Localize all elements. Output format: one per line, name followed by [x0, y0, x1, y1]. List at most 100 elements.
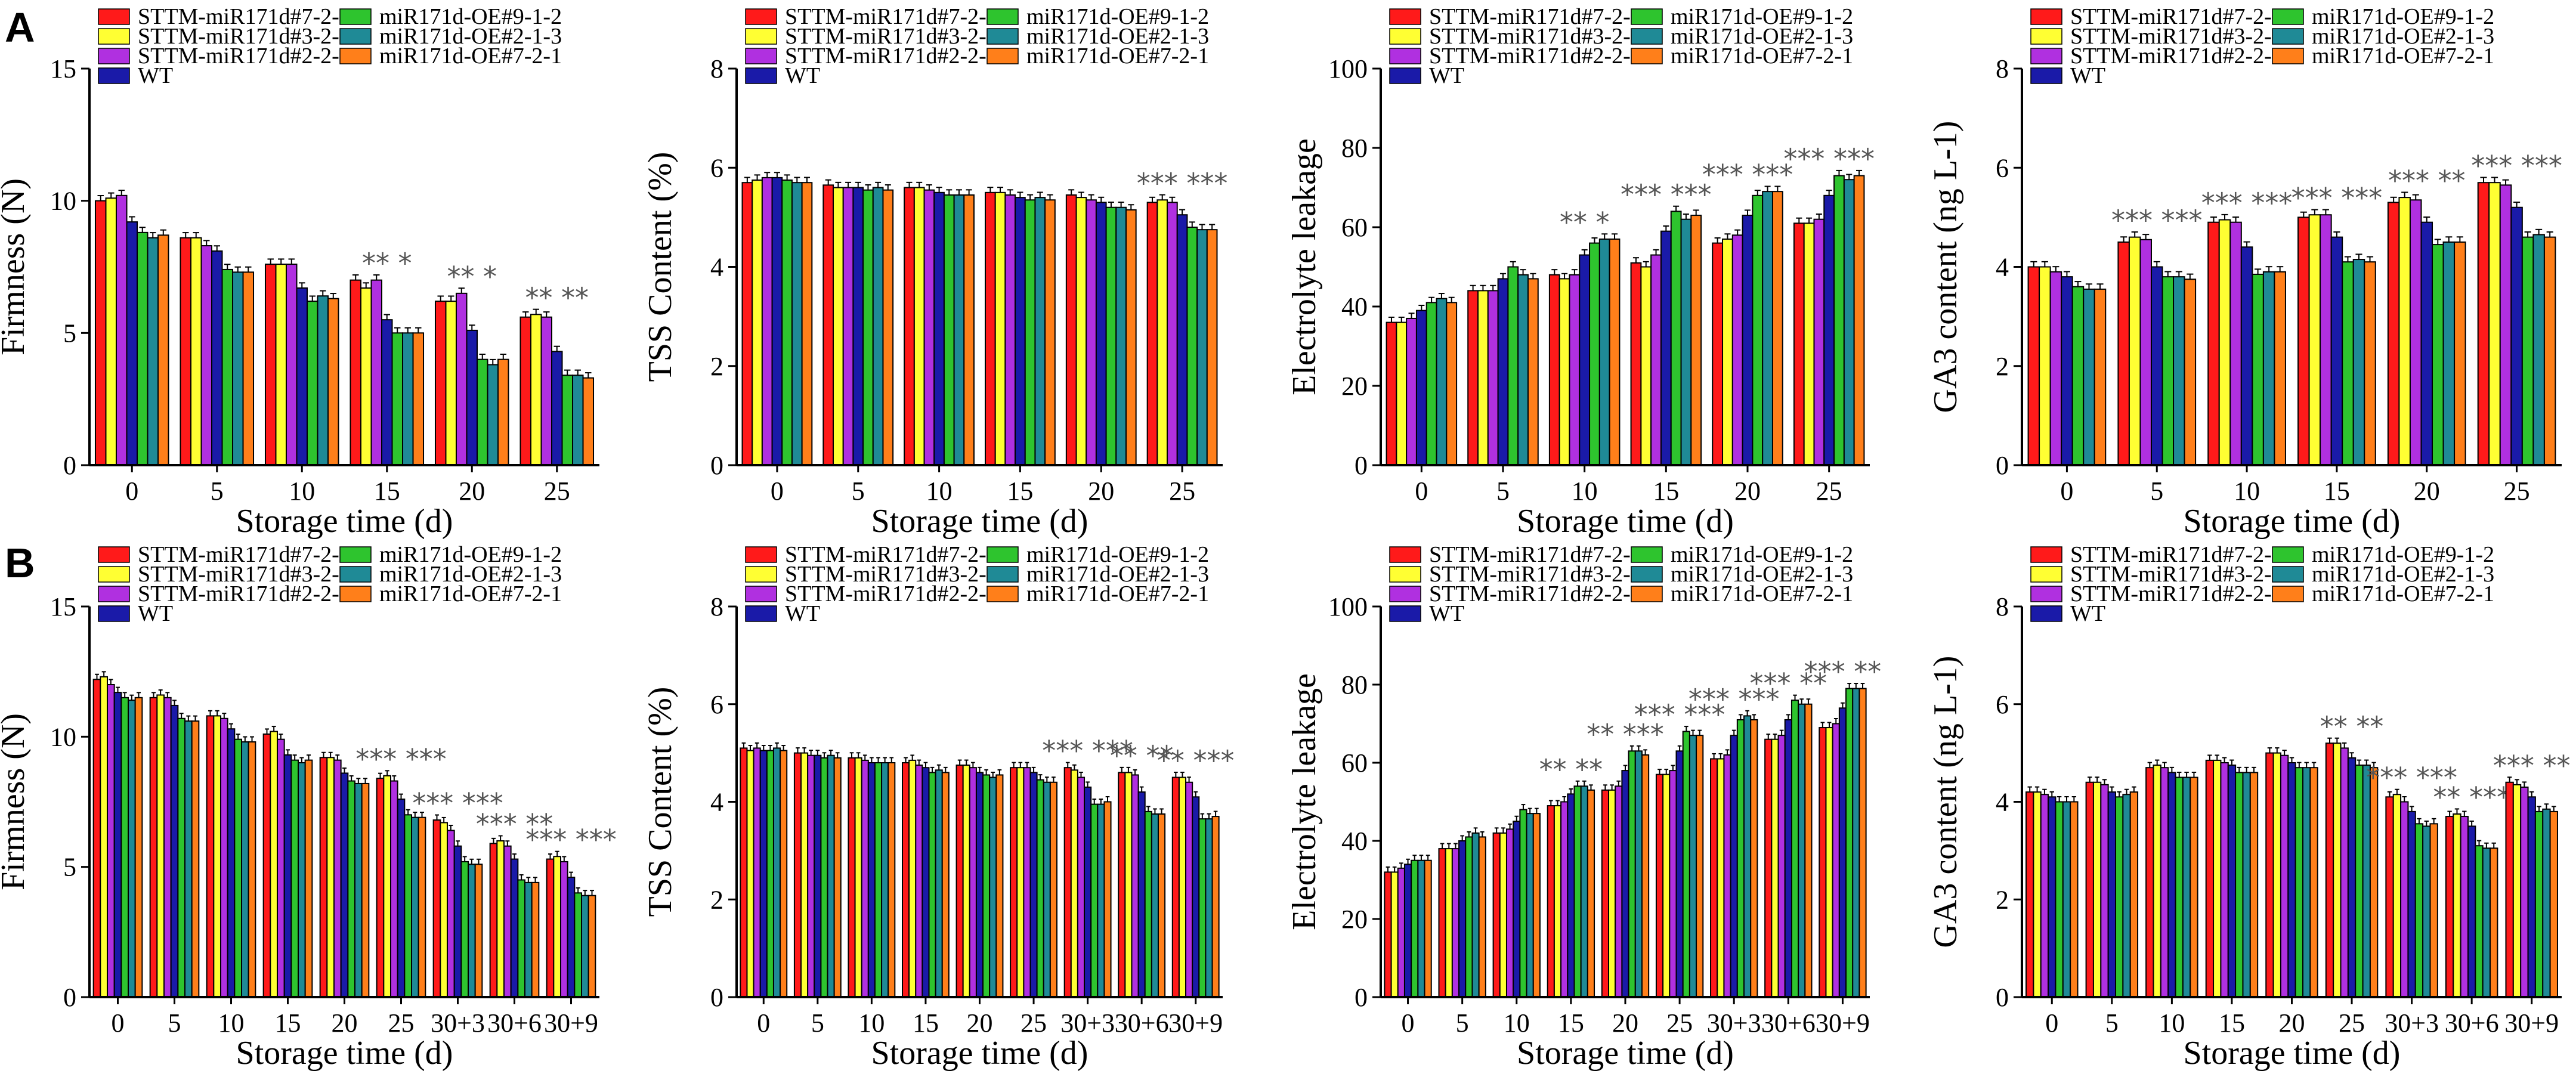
bar	[2252, 273, 2264, 466]
y-tick-label: 8	[1996, 54, 2009, 83]
bar	[833, 187, 844, 466]
bar	[1507, 266, 1519, 466]
bar	[1784, 719, 1792, 998]
bar	[211, 250, 223, 466]
bar	[1451, 848, 1460, 998]
x-tick-label: 5	[168, 1008, 181, 1038]
significance-label: *** ***	[2292, 182, 2383, 214]
bar	[2182, 776, 2191, 998]
legend-swatch	[2030, 546, 2062, 563]
bar	[807, 754, 815, 998]
bar	[1396, 321, 1408, 466]
bar	[1044, 199, 1056, 466]
x-tick-label: 30+9	[1816, 1008, 1870, 1038]
legend-label: WT	[2070, 63, 2105, 88]
bar	[2160, 767, 2169, 998]
bar	[1436, 298, 1448, 466]
bar	[1438, 848, 1446, 998]
y-tick-label: 0	[1996, 983, 2009, 1012]
x-tick-label: 10	[926, 476, 953, 506]
significance-label: ** ***	[1157, 745, 1235, 777]
bar	[1095, 202, 1107, 466]
chart-2: 0 5 10 15 20 *** *** 25 0 2 4 6 8 Storage time (d) TS…	[642, 4, 1227, 540]
significance-label: ** *	[362, 247, 412, 280]
bar	[753, 747, 761, 998]
bar	[2325, 742, 2334, 998]
bar	[1567, 793, 1575, 998]
y-axis-title: TSS Content (%)	[642, 687, 679, 917]
bar	[761, 177, 773, 466]
bar	[100, 676, 108, 998]
x-axis-title: Storage time (d)	[2184, 1035, 2401, 1072]
bar	[2392, 794, 2402, 998]
y-tick-label: 2	[1996, 352, 2009, 381]
bar	[92, 679, 101, 998]
bar	[2220, 762, 2229, 998]
bar	[1660, 230, 1672, 466]
bar	[1478, 836, 1486, 998]
chart-8: 0 5 10 15 20** **25*** ***30+3** ***30+6*** …	[1927, 542, 2571, 1072]
legend-label: miR171d-OE#9-1-2	[1026, 542, 1209, 567]
bar	[2429, 823, 2438, 998]
bar	[1115, 206, 1127, 466]
bar	[1492, 832, 1501, 998]
bar	[1406, 317, 1417, 466]
bar	[1124, 772, 1133, 998]
bar	[170, 704, 179, 998]
bar	[1777, 735, 1786, 998]
significance-label: ** **	[525, 281, 589, 314]
x-tick-label: 15	[1653, 476, 1679, 506]
bar	[1513, 821, 1521, 998]
bar	[887, 762, 896, 998]
x-tick-label: 10	[858, 1008, 885, 1038]
significance-label: *** **	[476, 808, 553, 840]
bar	[2453, 813, 2461, 998]
bar	[935, 769, 943, 998]
bar	[2055, 801, 2064, 998]
bar	[397, 799, 406, 998]
bar	[1731, 234, 1743, 466]
legend-label: miR171d-OE#2-1-3	[379, 562, 562, 587]
bar	[389, 780, 398, 998]
bar	[561, 375, 574, 466]
legend-label: STTM-miR171d#2-2-2	[785, 44, 998, 69]
bar	[1192, 796, 1200, 998]
bar	[1750, 719, 1758, 998]
bar	[1144, 810, 1152, 998]
legend-label: STTM-miR171d#7-2-1	[1429, 542, 1642, 567]
bar	[1146, 202, 1158, 466]
bar	[1118, 772, 1126, 998]
y-tick-label: 4	[1996, 788, 2009, 817]
significance-label: ** **	[1539, 753, 1603, 785]
bar	[1615, 785, 1623, 998]
bar	[2205, 759, 2215, 998]
bar	[1548, 274, 1560, 466]
bar	[1662, 773, 1671, 998]
legend-swatch	[339, 48, 372, 64]
bar	[1798, 703, 1806, 998]
bar	[1670, 211, 1682, 466]
bar	[1034, 197, 1046, 466]
bar	[115, 194, 128, 466]
bar	[771, 177, 783, 466]
bar	[241, 741, 249, 998]
bar	[157, 234, 169, 466]
x-tick-label: 25	[1020, 1008, 1047, 1038]
significance-label: *** ***	[2111, 205, 2203, 237]
bar	[2184, 278, 2197, 466]
bar	[546, 858, 555, 998]
bar	[248, 741, 256, 998]
legend-label: miR171d-OE#7-2-1	[1026, 44, 1209, 69]
legend-label: miR171d-OE#7-2-1	[2312, 581, 2494, 606]
bar	[882, 189, 894, 466]
bar	[540, 316, 552, 466]
bar	[1743, 715, 1752, 998]
bar	[1477, 290, 1489, 466]
bar	[2280, 754, 2289, 998]
legend-swatch	[745, 586, 777, 602]
y-tick-label: 6	[1996, 153, 2009, 182]
legend-swatch	[339, 586, 372, 602]
bar	[134, 697, 143, 998]
bar	[1010, 767, 1018, 998]
legend-swatch	[745, 28, 777, 45]
